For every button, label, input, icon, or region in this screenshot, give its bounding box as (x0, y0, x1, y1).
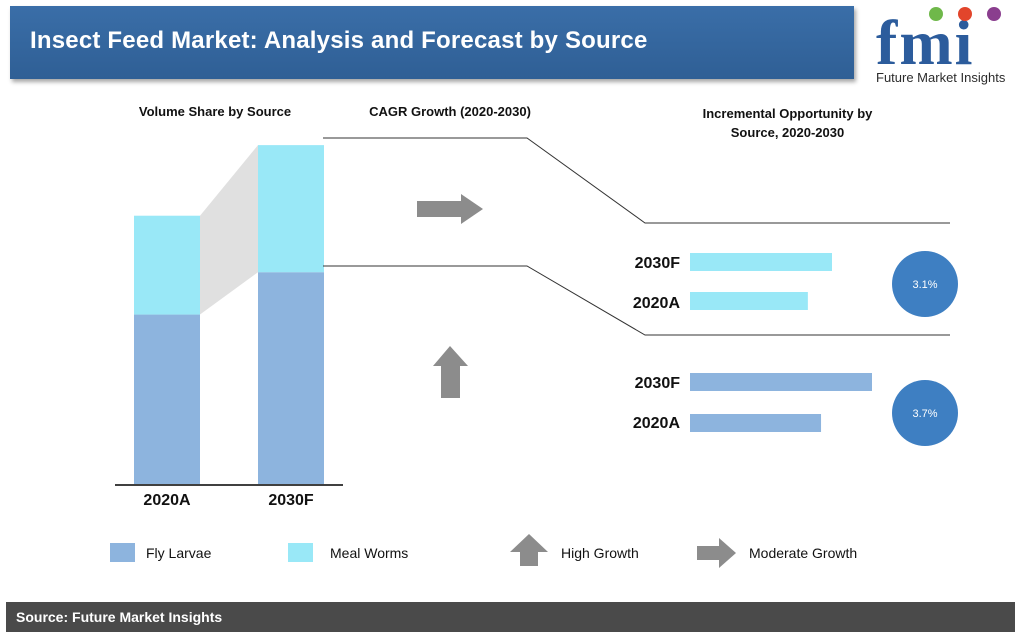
cagr-circle-fly-larvae (892, 380, 958, 446)
incremental-opportunity-header: Incremental Opportunity by Source, 2020-… (702, 106, 873, 140)
logo-graphic: fmi Future Market Insights (876, 7, 1006, 85)
hbar-meal-worms (690, 253, 832, 271)
globe-icon (987, 7, 1001, 21)
stacked-bar-group (134, 145, 324, 484)
legend-label-fly-larvae: Fly Larvae (146, 545, 212, 561)
bar-meal-worms (134, 215, 200, 315)
cagr-circle-meal-worms (892, 251, 958, 317)
legend-swatch-fly-larvae (110, 543, 135, 562)
cagr-label-meal-worms: 3.1% (912, 279, 937, 291)
bar-fly-larvae (258, 272, 324, 484)
volume-share-header: Volume Share by Source (138, 104, 292, 119)
legend-label-high-growth: High Growth (561, 545, 639, 561)
bar-meal-worms (258, 145, 324, 273)
legend-moderate-growth-arrow-icon (697, 538, 736, 568)
hbar-meal-worms (690, 292, 808, 310)
y-tick-label: 2030F (634, 255, 680, 272)
fly-larvae-bar-group (690, 373, 872, 432)
y-tick-label: 2020A (632, 295, 680, 312)
hbar-fly-larvae (690, 414, 822, 432)
hbar-fly-larvae (690, 373, 872, 391)
logo-subtitle: Future Market Insights (876, 70, 1006, 85)
cagr-label-fly-larvae: 3.7% (912, 408, 937, 420)
logo-wordmark: fmi (876, 7, 974, 78)
legend-high-growth-arrow-icon (510, 534, 548, 566)
globe-icon (929, 7, 943, 21)
x-tick-label: 2030F (268, 492, 314, 509)
meal-worms-bar-group (690, 253, 832, 310)
bar-fly-larvae (134, 314, 200, 484)
y-tick-label: 2030F (634, 375, 680, 392)
high-growth-arrow-icon (433, 346, 468, 398)
fmi-logo: fmi Future Market Insights (870, 2, 1015, 88)
legend-label-moderate-growth: Moderate Growth (749, 545, 858, 561)
chart-canvas: 3.1% 3.7% (115, 137, 958, 486)
globe-icon (958, 7, 972, 21)
bracket-line-bottom (323, 265, 950, 336)
source-note: Source: Future Market Insights (16, 609, 223, 625)
footer-bar (6, 602, 1015, 632)
cagr-growth-header: CAGR Growth (2020-2030) (369, 104, 531, 119)
bracket-line-top (323, 137, 950, 224)
moderate-growth-arrow-icon (417, 194, 483, 224)
title-banner (10, 6, 854, 79)
legend-swatch-meal-worms (288, 543, 313, 562)
y-tick-label: 2020A (632, 415, 680, 432)
page-title: Insect Feed Market: Analysis and Forecas… (30, 27, 648, 54)
x-tick-label: 2020A (143, 492, 191, 509)
legend-label-meal-worms: Meal Worms (330, 545, 409, 561)
bar-connector (200, 145, 258, 315)
